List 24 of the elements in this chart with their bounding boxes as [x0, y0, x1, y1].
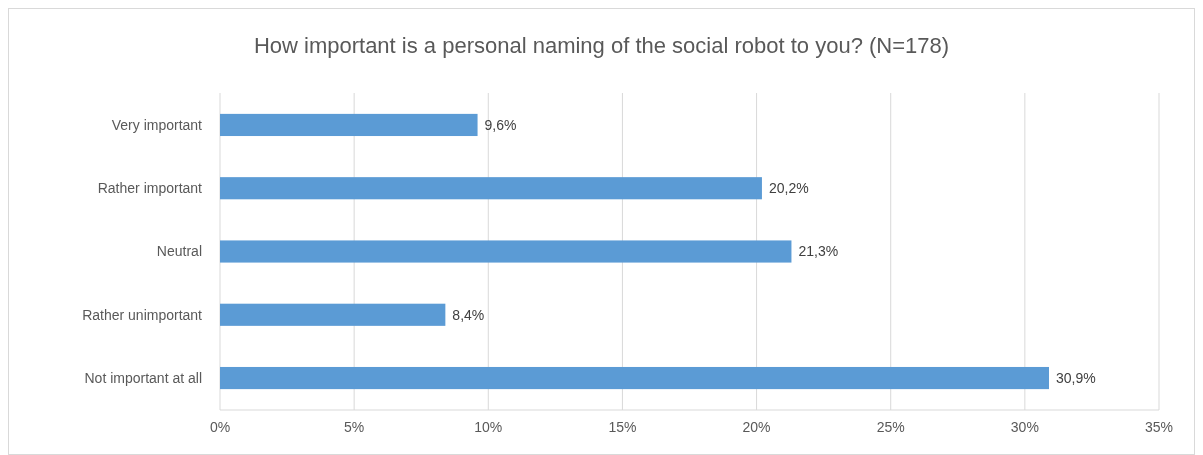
data-label: 20,2% [768, 180, 809, 197]
bar [220, 366, 1049, 390]
x-tick-label: 15% [608, 419, 637, 435]
y-tick-label: Neutral [156, 243, 202, 260]
x-tick-label: 0% [209, 419, 231, 435]
bar [220, 113, 478, 137]
bar [220, 177, 762, 200]
x-tick-label: 25% [876, 419, 905, 435]
x-tick-label: 20% [742, 419, 771, 435]
y-tick-label: Not important at all [84, 369, 202, 386]
chart-title: How important is a personal naming of the social robot to you? (N=178) [253, 33, 950, 58]
data-label: 21,3% [798, 243, 839, 260]
data-label: 30,9% [1056, 369, 1096, 386]
y-tick-label: Rather unimportant [82, 306, 203, 323]
x-tick-label: 30% [1010, 419, 1039, 435]
bar [220, 303, 446, 326]
y-tick-label: Rather important [97, 180, 203, 197]
x-tick-label: 10% [474, 419, 503, 435]
x-tick-label: 5% [344, 419, 365, 435]
y-tick-label: Very important [111, 116, 203, 133]
x-tick-label: 35% [1144, 419, 1174, 435]
data-label: 8,4% [452, 306, 485, 323]
bar [220, 240, 792, 263]
data-label: 9,6% [484, 116, 517, 133]
